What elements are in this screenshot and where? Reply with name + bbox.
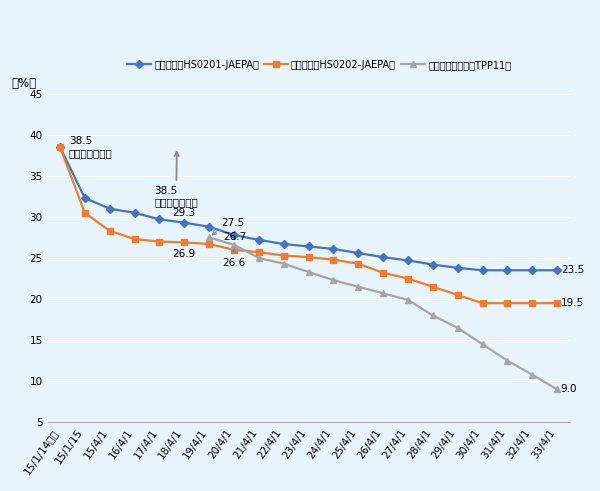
冷蔵牛肉（HS0201-JAEPA） [454, 265, 461, 271]
冷蔵牛肉（HS0201-JAEPA） [504, 268, 511, 273]
冷凍牛肉（HS0202-JAEPA） [404, 275, 412, 281]
冷凍牛肉（HS0202-JAEPA） [379, 270, 386, 276]
冷蔵牛肉（HS0201-JAEPA） [131, 210, 138, 216]
Legend: 冷蔵牛肉（HS0201-JAEPA）, 冷凍牛肉（HS0202-JAEPA）, 冷蔵・冷凍牛肉（TPP11）: 冷蔵牛肉（HS0201-JAEPA）, 冷凍牛肉（HS0202-JAEPA）, … [123, 56, 515, 74]
冷蔵・冷凍牛肉（TPP11） [255, 255, 262, 261]
Text: （%）: （%） [11, 78, 36, 90]
冷蔵牛肉（HS0201-JAEPA） [206, 224, 213, 230]
Text: 38.5
（基準レート）: 38.5 （基準レート） [68, 136, 112, 158]
Text: 23.5: 23.5 [561, 265, 584, 275]
冷凍牛肉（HS0202-JAEPA） [479, 300, 486, 306]
冷蔵・冷凍牛肉（TPP11） [404, 297, 412, 303]
Text: 26.9: 26.9 [173, 249, 196, 259]
冷蔵牛肉（HS0201-JAEPA） [56, 144, 64, 150]
冷蔵牛肉（HS0201-JAEPA） [81, 195, 88, 201]
冷凍牛肉（HS0202-JAEPA） [429, 284, 436, 290]
冷蔵牛肉（HS0201-JAEPA） [305, 244, 312, 249]
冷蔵・冷凍牛肉（TPP11） [454, 325, 461, 331]
冷凍牛肉（HS0202-JAEPA） [81, 210, 88, 216]
Line: 冷蔵・冷凍牛肉（TPP11）: 冷蔵・冷凍牛肉（TPP11） [206, 234, 560, 393]
冷蔵・冷凍牛肉（TPP11） [553, 386, 560, 392]
冷凍牛肉（HS0202-JAEPA） [156, 239, 163, 245]
冷蔵・冷凍牛肉（TPP11） [529, 372, 536, 378]
冷蔵牛肉（HS0201-JAEPA） [529, 268, 536, 273]
冷蔵・冷凍牛肉（TPP11） [429, 313, 436, 319]
冷蔵牛肉（HS0201-JAEPA） [355, 250, 362, 256]
冷凍牛肉（HS0202-JAEPA） [181, 240, 188, 246]
冷凍牛肉（HS0202-JAEPA） [56, 144, 64, 150]
Text: 26.6: 26.6 [223, 249, 245, 268]
Text: 26.7: 26.7 [223, 232, 246, 242]
Text: 38.5
（基準レート）: 38.5 （基準レート） [154, 152, 198, 207]
Line: 冷蔵牛肉（HS0201-JAEPA）: 冷蔵牛肉（HS0201-JAEPA） [57, 144, 560, 273]
Text: 27.5: 27.5 [212, 218, 245, 235]
冷蔵牛肉（HS0201-JAEPA） [553, 268, 560, 273]
冷蔵・冷凍牛肉（TPP11） [504, 358, 511, 364]
冷凍牛肉（HS0202-JAEPA） [454, 292, 461, 298]
冷蔵・冷凍牛肉（TPP11） [379, 290, 386, 296]
冷蔵牛肉（HS0201-JAEPA） [429, 262, 436, 268]
冷蔵牛肉（HS0201-JAEPA） [404, 257, 412, 263]
冷凍牛肉（HS0202-JAEPA） [529, 300, 536, 306]
冷凍牛肉（HS0202-JAEPA） [230, 247, 238, 253]
冷蔵牛肉（HS0201-JAEPA） [230, 232, 238, 238]
冷蔵牛肉（HS0201-JAEPA） [181, 219, 188, 225]
冷蔵・冷凍牛肉（TPP11） [230, 242, 238, 248]
冷蔵牛肉（HS0201-JAEPA） [106, 206, 113, 212]
冷凍牛肉（HS0202-JAEPA） [553, 300, 560, 306]
冷蔵・冷凍牛肉（TPP11） [206, 235, 213, 241]
冷蔵・冷凍牛肉（TPP11） [305, 269, 312, 275]
冷凍牛肉（HS0202-JAEPA） [106, 228, 113, 234]
冷凍牛肉（HS0202-JAEPA） [305, 254, 312, 260]
Text: 19.5: 19.5 [561, 298, 584, 308]
冷蔵牛肉（HS0201-JAEPA） [255, 237, 262, 243]
冷蔵牛肉（HS0201-JAEPA） [280, 241, 287, 247]
冷蔵牛肉（HS0201-JAEPA） [330, 246, 337, 252]
冷凍牛肉（HS0202-JAEPA） [255, 249, 262, 255]
冷凍牛肉（HS0202-JAEPA） [280, 252, 287, 258]
冷蔵牛肉（HS0201-JAEPA） [479, 268, 486, 273]
冷蔵・冷凍牛肉（TPP11） [479, 341, 486, 347]
Line: 冷凍牛肉（HS0202-JAEPA）: 冷凍牛肉（HS0202-JAEPA） [57, 144, 560, 306]
冷蔵・冷凍牛肉（TPP11） [280, 261, 287, 267]
冷凍牛肉（HS0202-JAEPA） [131, 236, 138, 242]
冷蔵・冷凍牛肉（TPP11） [330, 277, 337, 283]
冷蔵・冷凍牛肉（TPP11） [355, 284, 362, 290]
Text: 29.3: 29.3 [173, 208, 196, 218]
冷凍牛肉（HS0202-JAEPA） [504, 300, 511, 306]
冷蔵牛肉（HS0201-JAEPA） [156, 217, 163, 222]
冷蔵牛肉（HS0201-JAEPA） [379, 254, 386, 260]
冷凍牛肉（HS0202-JAEPA） [206, 241, 213, 247]
Text: 9.0: 9.0 [561, 384, 577, 394]
冷凍牛肉（HS0202-JAEPA） [330, 257, 337, 263]
冷凍牛肉（HS0202-JAEPA） [355, 261, 362, 267]
